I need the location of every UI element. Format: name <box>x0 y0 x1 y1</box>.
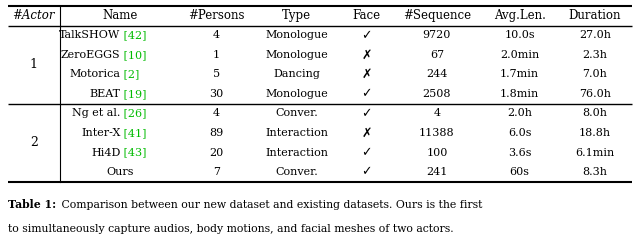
Text: 2.0h: 2.0h <box>507 109 532 118</box>
Text: Interaction: Interaction <box>265 148 328 157</box>
Text: 89: 89 <box>209 128 223 138</box>
Text: 2.3h: 2.3h <box>582 50 607 60</box>
Text: Conver.: Conver. <box>275 167 318 177</box>
Text: 20: 20 <box>209 148 223 157</box>
Text: 9720: 9720 <box>422 30 451 40</box>
Text: 18.8h: 18.8h <box>579 128 611 138</box>
Text: TalkSHOW: TalkSHOW <box>59 30 120 40</box>
Text: to simultaneously capture audios, body motions, and facial meshes of two actors.: to simultaneously capture audios, body m… <box>8 224 453 234</box>
Text: ✗: ✗ <box>362 48 372 61</box>
Text: ✓: ✓ <box>362 165 372 179</box>
Text: 3.6s: 3.6s <box>508 148 531 157</box>
Text: BEAT: BEAT <box>90 89 120 99</box>
Text: 30: 30 <box>209 89 223 99</box>
Text: Motorica: Motorica <box>69 70 120 79</box>
Text: Monologue: Monologue <box>265 89 328 99</box>
Text: [41]: [41] <box>120 128 147 138</box>
Text: [43]: [43] <box>120 148 147 157</box>
Text: 11388: 11388 <box>419 128 454 138</box>
Text: 27.0h: 27.0h <box>579 30 611 40</box>
Text: [42]: [42] <box>120 30 147 40</box>
Text: Face: Face <box>353 9 381 22</box>
Text: Dancing: Dancing <box>273 70 320 79</box>
Text: Name: Name <box>102 9 138 22</box>
Text: ZeroEGGS: ZeroEGGS <box>61 50 120 60</box>
Text: 5: 5 <box>212 70 220 79</box>
Text: 1: 1 <box>212 50 220 60</box>
Text: [10]: [10] <box>120 50 147 60</box>
Text: 7.0h: 7.0h <box>582 70 607 79</box>
Text: 241: 241 <box>426 167 447 177</box>
Text: Conver.: Conver. <box>275 109 318 118</box>
Text: Monologue: Monologue <box>265 50 328 60</box>
Text: Inter-X: Inter-X <box>81 128 120 138</box>
Text: 2: 2 <box>30 136 38 149</box>
Text: 76.0h: 76.0h <box>579 89 611 99</box>
Text: 60s: 60s <box>509 167 530 177</box>
Text: [19]: [19] <box>120 89 147 99</box>
Text: 6.1min: 6.1min <box>575 148 614 157</box>
Text: Comparison between our new dataset and existing datasets. Ours is the first: Comparison between our new dataset and e… <box>58 200 482 210</box>
Text: Type: Type <box>282 9 311 22</box>
Text: 7: 7 <box>212 167 220 177</box>
Text: Hi4D: Hi4D <box>91 148 120 157</box>
Text: #Persons: #Persons <box>188 9 244 22</box>
Text: ✗: ✗ <box>362 68 372 81</box>
Text: Ng et al.: Ng et al. <box>72 109 120 118</box>
Text: [2]: [2] <box>120 70 140 79</box>
Text: 1: 1 <box>29 58 38 71</box>
Text: 4: 4 <box>433 109 440 118</box>
Text: ✓: ✓ <box>362 146 372 159</box>
Text: ✗: ✗ <box>362 126 372 140</box>
Text: ✓: ✓ <box>362 29 372 42</box>
Text: 100: 100 <box>426 148 447 157</box>
Text: Ours: Ours <box>107 167 134 177</box>
Text: 244: 244 <box>426 70 447 79</box>
Text: Table 1:: Table 1: <box>8 199 56 211</box>
Text: 4: 4 <box>212 30 220 40</box>
Text: #Sequence: #Sequence <box>403 9 471 22</box>
Text: 1.8min: 1.8min <box>500 89 540 99</box>
Text: #Actor: #Actor <box>13 9 55 22</box>
Text: 8.0h: 8.0h <box>582 109 607 118</box>
Text: ✓: ✓ <box>362 107 372 120</box>
Text: ✓: ✓ <box>362 87 372 101</box>
Text: 4: 4 <box>212 109 220 118</box>
Text: 8.3h: 8.3h <box>582 167 607 177</box>
Text: 10.0s: 10.0s <box>504 30 535 40</box>
Text: Duration: Duration <box>568 9 621 22</box>
Text: 6.0s: 6.0s <box>508 128 531 138</box>
Text: 67: 67 <box>430 50 444 60</box>
Text: Interaction: Interaction <box>265 128 328 138</box>
Text: 2508: 2508 <box>422 89 451 99</box>
Text: 2.0min: 2.0min <box>500 50 540 60</box>
Text: 1.7min: 1.7min <box>500 70 540 79</box>
Text: [26]: [26] <box>120 109 147 118</box>
Text: Monologue: Monologue <box>265 30 328 40</box>
Text: Avg.Len.: Avg.Len. <box>493 9 545 22</box>
